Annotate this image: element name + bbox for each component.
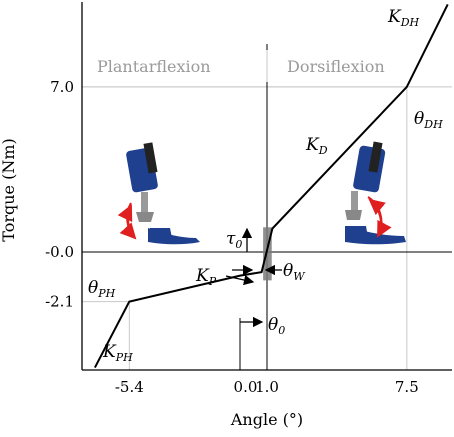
region-label-dorsiflexion: Dorsiflexion — [287, 57, 385, 76]
y-tick-label: -0.0 — [45, 243, 74, 261]
label-tau-0: τ0 — [226, 229, 242, 251]
y-tick-label: 7.0 — [50, 78, 74, 96]
y-axis-title: Torque (Nm) — [0, 138, 18, 241]
y-tick-label: -2.1 — [45, 293, 74, 311]
label-theta-w: θW — [283, 261, 306, 283]
label-k-p: KP — [195, 266, 217, 288]
label-k-ph: KPH — [102, 342, 133, 364]
x-tick-label: -5.4 — [115, 378, 144, 396]
region-label-plantarflexion: Plantarflexion — [97, 57, 211, 76]
label-theta-ph: θPH — [88, 278, 116, 300]
label-k-dh: KDH — [387, 7, 420, 29]
k-p-arrow — [225, 274, 255, 286]
plantarflexion-prosthesis-illustration — [117, 142, 200, 245]
y-tick-labels: 7.0 -0.0 -2.1 — [45, 78, 74, 311]
x-tick-label: 7.5 — [395, 378, 419, 396]
label-k-d: KD — [305, 135, 328, 157]
label-theta-0: θ0 — [268, 315, 285, 337]
torque-curve — [94, 3, 449, 369]
x-tick-label: 1.0 — [255, 378, 279, 396]
grid-lines — [82, 86, 452, 370]
dorsiflexion-prosthesis-illustration — [345, 141, 406, 245]
theta-w-band — [263, 227, 272, 281]
x-axis-title: Angle (°) — [230, 410, 303, 429]
label-theta-dh: θDH — [414, 109, 443, 131]
x-tick-labels: -5.4 0.01.0 7.5 — [115, 378, 419, 396]
x-tick-label: 0.0 — [234, 378, 258, 396]
